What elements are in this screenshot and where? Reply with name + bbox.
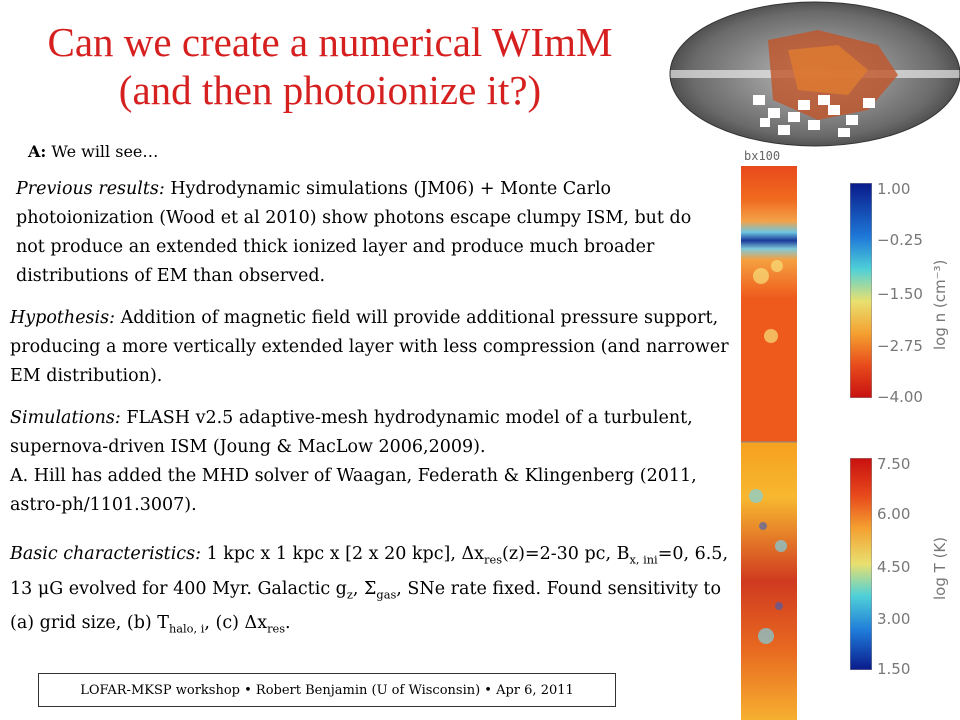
density-colorbar xyxy=(850,183,872,398)
temperature-axis-label: log T (K) xyxy=(931,536,949,600)
simulations-mhd-text: A. Hill has added the MHD solver of Waag… xyxy=(10,466,697,515)
temperature-tick-3: 4.50 xyxy=(877,558,911,576)
basic-characteristics-paragraph: Basic characteristics: 1 kpc x 1 kpc x [… xyxy=(10,540,730,644)
title-line-1: Can we create a numerical WImM xyxy=(47,19,613,65)
basic-text-3: =0, 6.5, 13 xyxy=(10,544,729,599)
hypothesis-paragraph: Hypothesis: Addition of magnetic field w… xyxy=(10,304,740,391)
basic-text-9: . xyxy=(285,613,291,633)
panel-label: bx100 xyxy=(744,149,781,163)
basic-text-2: (z)=2-30 pc, xyxy=(502,544,612,564)
footer-box: LOFAR-MKSP workshop • Robert Benjamin (U… xyxy=(38,673,616,707)
res-subscript-2: res xyxy=(267,621,286,636)
basic-text-1: 1 kpc x 1 kpc x [2 x 20 kpc], xyxy=(206,544,456,564)
temperature-colorbar xyxy=(850,458,872,670)
basic-label: Basic characteristics: xyxy=(10,544,201,564)
simulations-label: Simulations: xyxy=(10,408,121,428)
simulations-text: FLASH v2.5 adaptive-mesh hydrodynamic mo… xyxy=(10,408,693,457)
basic-text-4: G evolved for 400 Myr. Galactic g xyxy=(49,578,347,599)
previous-results-label: Previous results: xyxy=(16,179,165,199)
hypothesis-text: Addition of magnetic field will provide … xyxy=(10,308,729,386)
density-tick-3: −1.50 xyxy=(877,285,923,303)
answer-line: A: We will see… xyxy=(28,142,158,161)
hypothesis-label: Hypothesis: xyxy=(10,308,115,328)
temperature-tick-1: 7.50 xyxy=(877,455,911,473)
halo-subscript: halo, i xyxy=(168,621,205,636)
temperature-tick-5: 1.50 xyxy=(877,660,911,678)
temperature-tick-4: 3.00 xyxy=(877,610,911,628)
delta-symbol-2: Δ xyxy=(244,613,258,633)
footer-text: LOFAR-MKSP workshop • Robert Benjamin (U… xyxy=(80,683,574,698)
basic-text-5: , xyxy=(352,578,359,599)
mu-symbol: μ xyxy=(37,578,50,599)
density-tick-1: 1.00 xyxy=(877,180,911,198)
previous-results-paragraph: Previous results: Hydrodynamic simulatio… xyxy=(16,175,716,291)
sigma-symbol: Σ xyxy=(364,578,377,599)
density-tick-5: −4.00 xyxy=(877,388,923,406)
delta-symbol: Δ xyxy=(461,544,475,564)
answer-label: A: xyxy=(28,142,47,161)
density-tick-4: −2.75 xyxy=(877,337,923,355)
simulations-paragraph: Simulations: FLASH v2.5 adaptive-mesh hy… xyxy=(10,404,730,520)
slide-title: Can we create a numerical WImM (and then… xyxy=(10,18,650,114)
title-line-2: (and then photoionize it?) xyxy=(118,67,542,113)
res-subscript: res xyxy=(484,552,503,567)
gz-subscript: z xyxy=(346,587,353,601)
simulation-slice-image xyxy=(741,166,797,720)
basic-x: x xyxy=(474,544,485,564)
basic-B: B xyxy=(616,544,630,564)
temperature-tick-2: 6.00 xyxy=(877,505,911,523)
basic-text-8: x xyxy=(257,613,268,633)
B-subscript: x, ini xyxy=(629,552,658,567)
basic-text-7: , (c) xyxy=(204,613,239,633)
answer-text: We will see… xyxy=(51,142,159,161)
density-axis-label: log n (cm⁻³) xyxy=(931,259,949,350)
density-tick-2: −0.25 xyxy=(877,231,923,249)
all-sky-map-image xyxy=(669,1,960,147)
previous-results-text: Hydrodynamic simulations (JM06) + Monte … xyxy=(16,179,692,286)
basic-text-6: , SNe rate fixed. Found sensitivity to (… xyxy=(10,578,721,634)
gas-subscript: gas xyxy=(376,587,397,601)
